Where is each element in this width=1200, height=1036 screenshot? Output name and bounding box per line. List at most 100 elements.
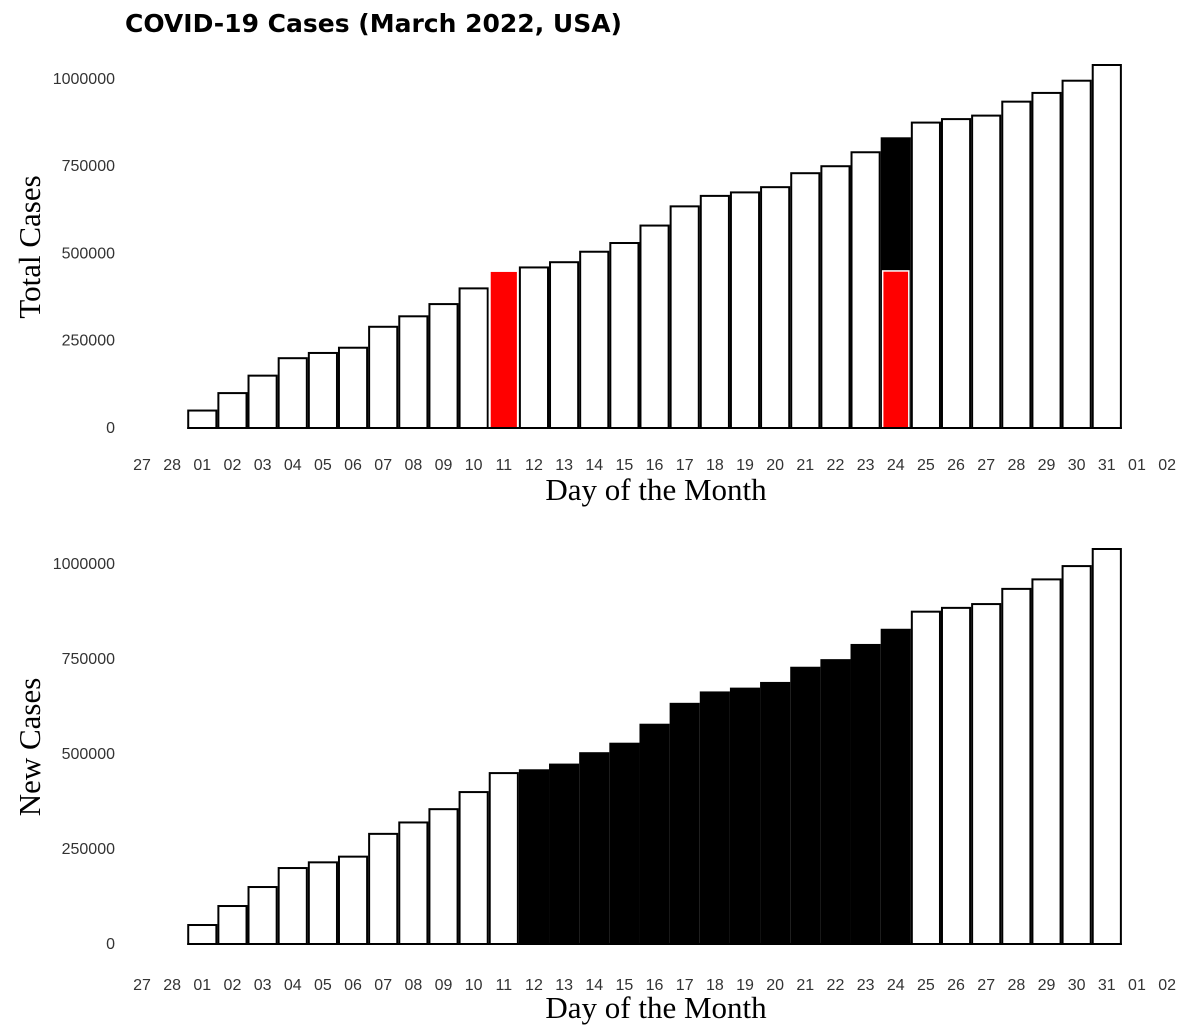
x-tick-label: 02 (224, 977, 242, 994)
x-tick-label: 02 (1158, 977, 1176, 994)
bar-06 (337, 346, 369, 430)
x-tick-label: 13 (555, 457, 573, 474)
y-tick-label: 250000 (62, 333, 115, 350)
bar-17 (669, 702, 700, 944)
x-tick-label: 14 (585, 457, 603, 474)
x-tick-label: 07 (374, 457, 392, 474)
bar-29 (1031, 578, 1062, 946)
x-tick-label: 04 (284, 457, 302, 474)
bar-10 (458, 287, 489, 429)
x-tick-label: 07 (374, 977, 392, 994)
x-tick-label: 20 (766, 977, 784, 994)
x-tick-label: 28 (163, 457, 181, 474)
x-tick-label: 03 (254, 457, 272, 474)
x-tick-label: 27 (977, 977, 995, 994)
bar-09 (428, 808, 459, 945)
x-tick-label: 28 (163, 977, 181, 994)
x-tick-label: 20 (766, 457, 784, 474)
x-tick-label: 15 (616, 457, 634, 474)
bar-19 (729, 687, 761, 944)
x-tick-label: 08 (404, 457, 422, 474)
x-tick-label: 19 (736, 457, 754, 474)
bar-09 (428, 303, 459, 429)
x-tick-label: 15 (616, 977, 634, 994)
x-tick-label: 06 (344, 457, 362, 474)
x-tick-label: 31 (1098, 457, 1116, 474)
x-tick-label: 02 (1158, 457, 1176, 474)
bar-25 (910, 121, 941, 430)
x-tick-label: 01 (193, 457, 211, 474)
bar-16 (639, 224, 670, 429)
new-cases-panel: 0 250000 500000 750000 1000000 27 28 01 02 03 04 05… (12, 548, 1176, 1025)
x-tick-label: 09 (435, 457, 453, 474)
bar-27 (971, 114, 1002, 430)
y-tick-label: 0 (106, 936, 115, 953)
x-tick-label: 17 (676, 457, 694, 474)
x-tick-label: 23 (857, 977, 875, 994)
bar-15 (609, 242, 640, 429)
x-tick-label: 05 (314, 457, 332, 474)
bar-24-lower-segment (881, 270, 910, 429)
bar-18 (699, 194, 730, 429)
bar-15 (609, 742, 640, 944)
bar-11 (488, 772, 519, 946)
bar-07 (368, 325, 399, 429)
x-tick-label: 25 (917, 457, 935, 474)
bar-03 (247, 886, 278, 946)
bar-14 (579, 752, 610, 944)
chart-title: COVID-19 Cases (March 2022, USA) (125, 9, 622, 38)
x-tick-label: 04 (284, 977, 302, 994)
bar-19 (729, 191, 761, 429)
x-tick-label: 31 (1098, 977, 1116, 994)
bar-26 (940, 118, 972, 430)
bar-24 (880, 628, 911, 944)
bar-31 (1091, 64, 1122, 429)
x-tick-label: 12 (525, 977, 543, 994)
bar-29 (1031, 91, 1062, 430)
x-tick-label: 27 (133, 457, 151, 474)
x-tick-label: 14 (585, 977, 603, 994)
bar-26 (940, 606, 972, 945)
bar-28 (1001, 100, 1032, 429)
x-tick-label: 24 (887, 457, 905, 474)
bar-06 (337, 855, 369, 945)
y-tick-label: 500000 (62, 245, 115, 262)
x-tick-label: 01 (1128, 457, 1146, 474)
x-tick-label: 19 (736, 977, 754, 994)
bar-05 (307, 861, 338, 946)
bar-12 (518, 266, 550, 430)
bar-13 (549, 763, 580, 944)
y-tick-label: 500000 (62, 746, 115, 763)
bar-05 (307, 351, 338, 429)
bar-08 (398, 821, 429, 946)
x-tick-label: 18 (706, 457, 724, 474)
x-tick-label: 17 (676, 977, 694, 994)
bar-30 (1061, 79, 1092, 430)
bar-12 (518, 769, 550, 944)
bar-01 (187, 924, 218, 946)
x-tick-label: 23 (857, 457, 875, 474)
bar-30 (1061, 565, 1092, 946)
bar-22 (820, 165, 851, 429)
x-tick-label: 16 (646, 457, 664, 474)
bar-04 (277, 867, 308, 945)
x-tick-label: 30 (1068, 457, 1086, 474)
x-tick-label: 28 (1007, 457, 1025, 474)
x-tick-label: 13 (555, 977, 573, 994)
bar-08 (398, 315, 429, 429)
bar-11 (488, 269, 519, 429)
x-tick-label: 22 (827, 977, 845, 994)
bar-16 (639, 723, 670, 944)
y-tick-label: 750000 (62, 158, 115, 175)
bar-23 (850, 151, 881, 429)
y-tick-label: 0 (106, 420, 115, 437)
bar-03 (247, 374, 278, 429)
y-tick-label: 1000000 (53, 71, 115, 88)
x-axis-title: Day of the Month (545, 472, 767, 507)
x-tick-label: 27 (133, 977, 151, 994)
x-tick-label: 29 (1038, 977, 1056, 994)
bar-10 (458, 791, 489, 945)
bar-02 (217, 392, 248, 430)
bar-02 (217, 905, 248, 945)
bar-01 (187, 409, 218, 429)
